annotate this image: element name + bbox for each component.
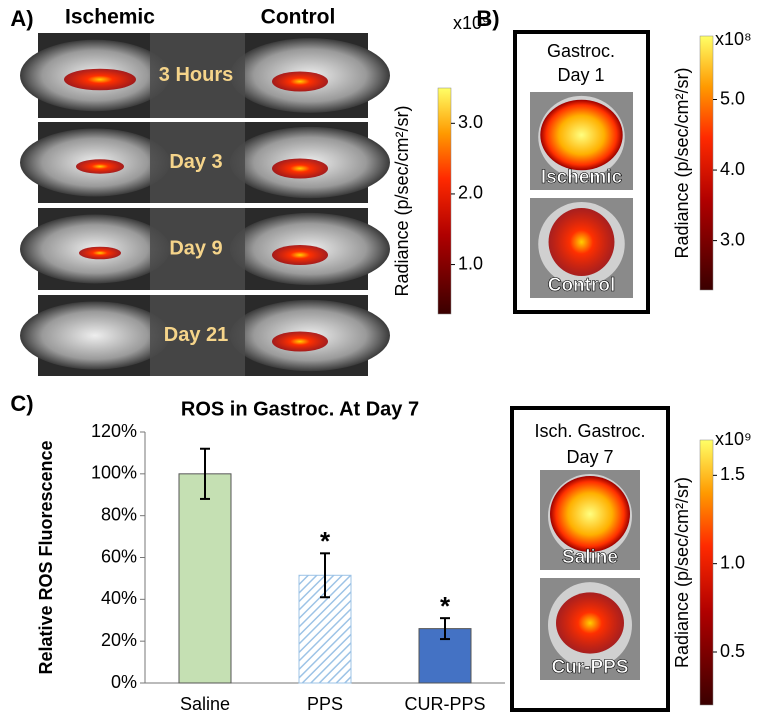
x-tick-label: CUR-PPS <box>404 694 485 714</box>
signal <box>556 592 624 654</box>
image-label: Cur-PPS <box>551 657 628 678</box>
bar <box>178 473 232 684</box>
signal <box>272 158 328 179</box>
panel-label: B) <box>476 6 499 31</box>
row-label: 3 Hours <box>159 64 233 86</box>
colorbar-title: Radiance (p/sec/cm²/sr) <box>392 105 412 296</box>
signal <box>64 68 136 91</box>
center-strip <box>150 122 245 203</box>
colorbar-tick-label: 1.0 <box>720 552 745 572</box>
x-tick-label: PPS <box>307 694 343 714</box>
colorbar-tick-label: 4.0 <box>720 159 745 179</box>
colorbar-multiplier: x10⁹ <box>453 13 490 33</box>
colorbar <box>699 35 714 291</box>
y-tick-label: 60% <box>101 546 137 566</box>
signal <box>540 99 623 171</box>
column-label: Ischemic <box>65 6 155 29</box>
chart-title: ROS in Gastroc. At Day 7 <box>181 398 419 420</box>
signal <box>272 245 328 265</box>
significance-mark: * <box>440 591 451 621</box>
colorbar-tick-label: 0.5 <box>720 641 745 661</box>
y-tick-label: 80% <box>101 504 137 524</box>
panel-label: A) <box>10 6 33 31</box>
center-strip <box>150 208 245 290</box>
colorbar-tick-label: 3.0 <box>720 229 745 249</box>
x-tick-label: Saline <box>180 694 230 714</box>
panel-title: Day 1 <box>557 65 604 85</box>
colorbar-title: Radiance (p/sec/cm²/sr) <box>672 67 692 258</box>
colorbar-tick-label: 5.0 <box>720 88 745 108</box>
panel-label: C) <box>10 391 33 416</box>
panel-title: Gastroc. <box>547 41 615 61</box>
signal <box>272 331 328 352</box>
row-label: Day 3 <box>169 151 222 173</box>
signal <box>76 159 124 174</box>
colorbar <box>699 439 714 706</box>
y-tick-label: 120% <box>91 421 137 441</box>
colorbar-tick-label: 2.0 <box>458 183 483 203</box>
panel-b-frame <box>513 30 650 314</box>
signal <box>79 246 121 260</box>
image-label: Control <box>548 275 616 296</box>
image-label: Ischemic <box>541 167 623 188</box>
significance-mark: * <box>320 526 331 556</box>
mouse-body <box>20 301 170 370</box>
colorbar <box>437 87 452 315</box>
center-strip <box>150 295 245 376</box>
y-tick-label: 0% <box>111 672 137 692</box>
panel-c-frame <box>510 406 670 712</box>
y-tick-label: 20% <box>101 630 137 650</box>
signal <box>550 476 630 552</box>
panel-title: Day 7 <box>566 447 613 467</box>
column-label: Control <box>261 6 336 29</box>
colorbar-title: Radiance (p/sec/cm²/sr) <box>672 477 692 668</box>
signal <box>548 208 615 276</box>
colorbar-tick-label: 1.5 <box>720 464 745 484</box>
panel-title: Isch. Gastroc. <box>534 421 645 441</box>
colorbar-tick-label: 1.0 <box>458 253 483 273</box>
colorbar-multiplier: x10⁹ <box>715 429 752 449</box>
signal <box>272 71 328 92</box>
center-strip <box>150 33 245 118</box>
y-axis-label: Relative ROS Fluorescence <box>36 440 56 674</box>
y-tick-label: 100% <box>91 463 137 483</box>
image-label: Saline <box>562 547 618 568</box>
y-tick-label: 40% <box>101 588 137 608</box>
row-label: Day 9 <box>169 237 222 259</box>
row-label: Day 21 <box>164 324 229 346</box>
colorbar-multiplier: x10⁸ <box>715 29 752 49</box>
colorbar-tick-label: 3.0 <box>458 112 483 132</box>
